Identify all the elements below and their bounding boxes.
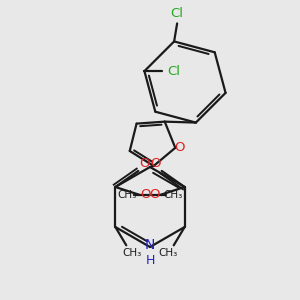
Text: CH₃: CH₃ [158,248,177,258]
Text: O: O [139,158,149,170]
Text: CH₃: CH₃ [123,248,142,258]
Text: Cl: Cl [171,7,184,20]
Text: CH₃: CH₃ [164,190,183,200]
Text: H: H [145,254,155,266]
Text: O: O [149,188,160,201]
Text: O: O [140,188,151,201]
Text: Cl: Cl [167,64,180,78]
Text: O: O [151,158,161,170]
Text: O: O [174,141,184,154]
Text: CH₃: CH₃ [117,190,136,200]
Text: N: N [145,238,155,252]
